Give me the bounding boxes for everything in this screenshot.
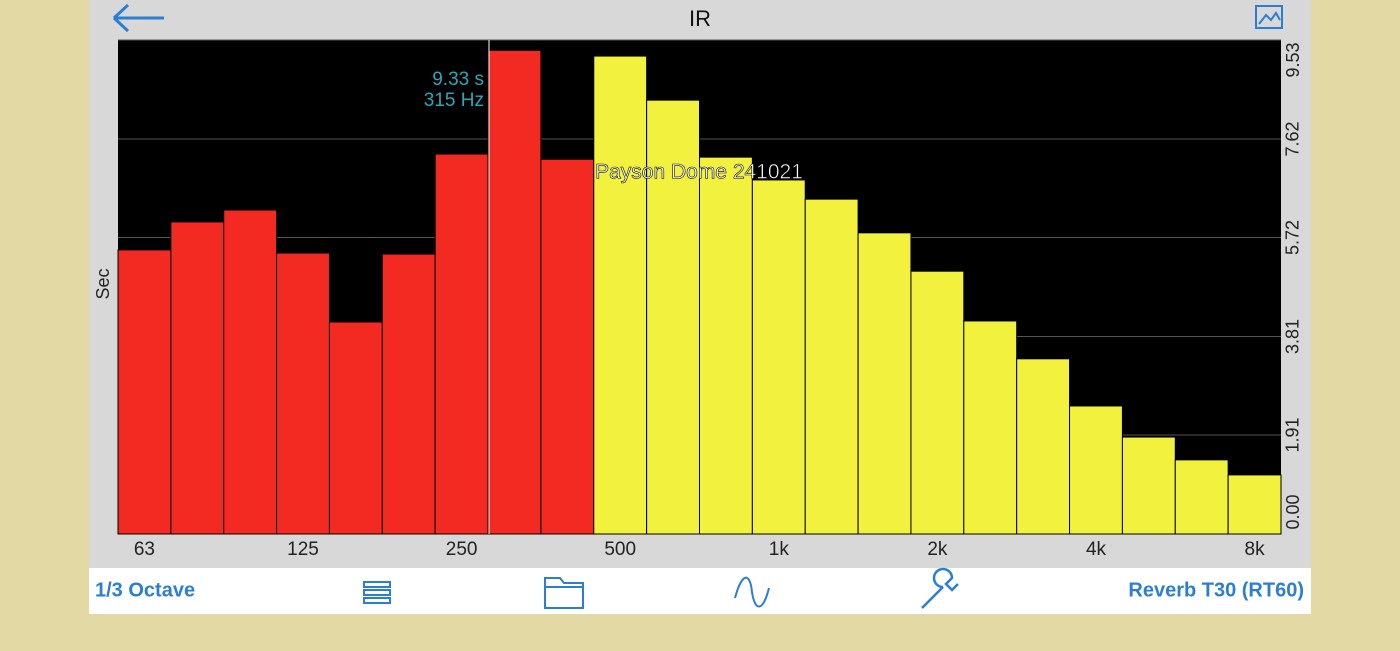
bar xyxy=(170,221,225,535)
y-tick-label: 3.81 xyxy=(1283,319,1303,354)
y-tick-label: 5.72 xyxy=(1283,220,1303,255)
folder-button[interactable] xyxy=(544,577,584,609)
bar xyxy=(1174,459,1229,535)
x-tick-label: 63 xyxy=(134,539,155,560)
y-axis-label: Sec xyxy=(93,268,113,299)
x-tick-label: 125 xyxy=(287,539,319,560)
bar xyxy=(857,232,912,535)
measurement-name: Payson Dome 241021 xyxy=(595,161,803,184)
bar xyxy=(276,252,330,535)
bar xyxy=(963,320,1018,535)
bar xyxy=(117,249,172,535)
bar xyxy=(1121,436,1176,535)
cursor-value: 9.33 s xyxy=(432,69,484,90)
bar xyxy=(699,156,753,535)
bar xyxy=(910,270,965,535)
x-tick-label: 8k xyxy=(1245,539,1266,560)
x-tick-label: 250 xyxy=(446,539,478,560)
signal-button[interactable] xyxy=(734,576,770,608)
x-tick-label: 4k xyxy=(1086,539,1107,560)
bar xyxy=(328,321,383,535)
bar xyxy=(1016,358,1071,535)
bar xyxy=(487,49,542,535)
settings-button[interactable] xyxy=(921,567,959,609)
bar xyxy=(593,55,648,535)
bar xyxy=(223,209,278,535)
bar xyxy=(751,179,806,535)
bar xyxy=(1069,405,1123,535)
x-tick-label: 2k xyxy=(927,539,948,560)
mode-button[interactable]: Reverb T30 (RT60) xyxy=(1128,579,1304,601)
x-tick-label: 500 xyxy=(604,539,636,560)
menu-button[interactable] xyxy=(363,581,391,604)
y-tick-label: 7.62 xyxy=(1283,121,1303,156)
image-button[interactable] xyxy=(1255,5,1283,29)
bar xyxy=(434,153,489,535)
resolution-button[interactable]: 1/3 Octave xyxy=(95,579,195,601)
y-tick-label: 9.53 xyxy=(1283,42,1303,77)
toolbar xyxy=(89,568,1311,614)
bar xyxy=(381,253,436,535)
bar xyxy=(646,99,700,535)
bar xyxy=(1227,474,1282,535)
bar xyxy=(540,158,595,535)
y-tick-label: 0.00 xyxy=(1283,494,1303,529)
bar xyxy=(804,198,859,535)
cursor-frequency: 315 Hz xyxy=(424,90,484,111)
x-tick-label: 1k xyxy=(769,539,790,560)
back-button[interactable] xyxy=(112,3,164,33)
y-tick-label: 1.91 xyxy=(1283,417,1303,452)
title: IR xyxy=(689,6,711,31)
